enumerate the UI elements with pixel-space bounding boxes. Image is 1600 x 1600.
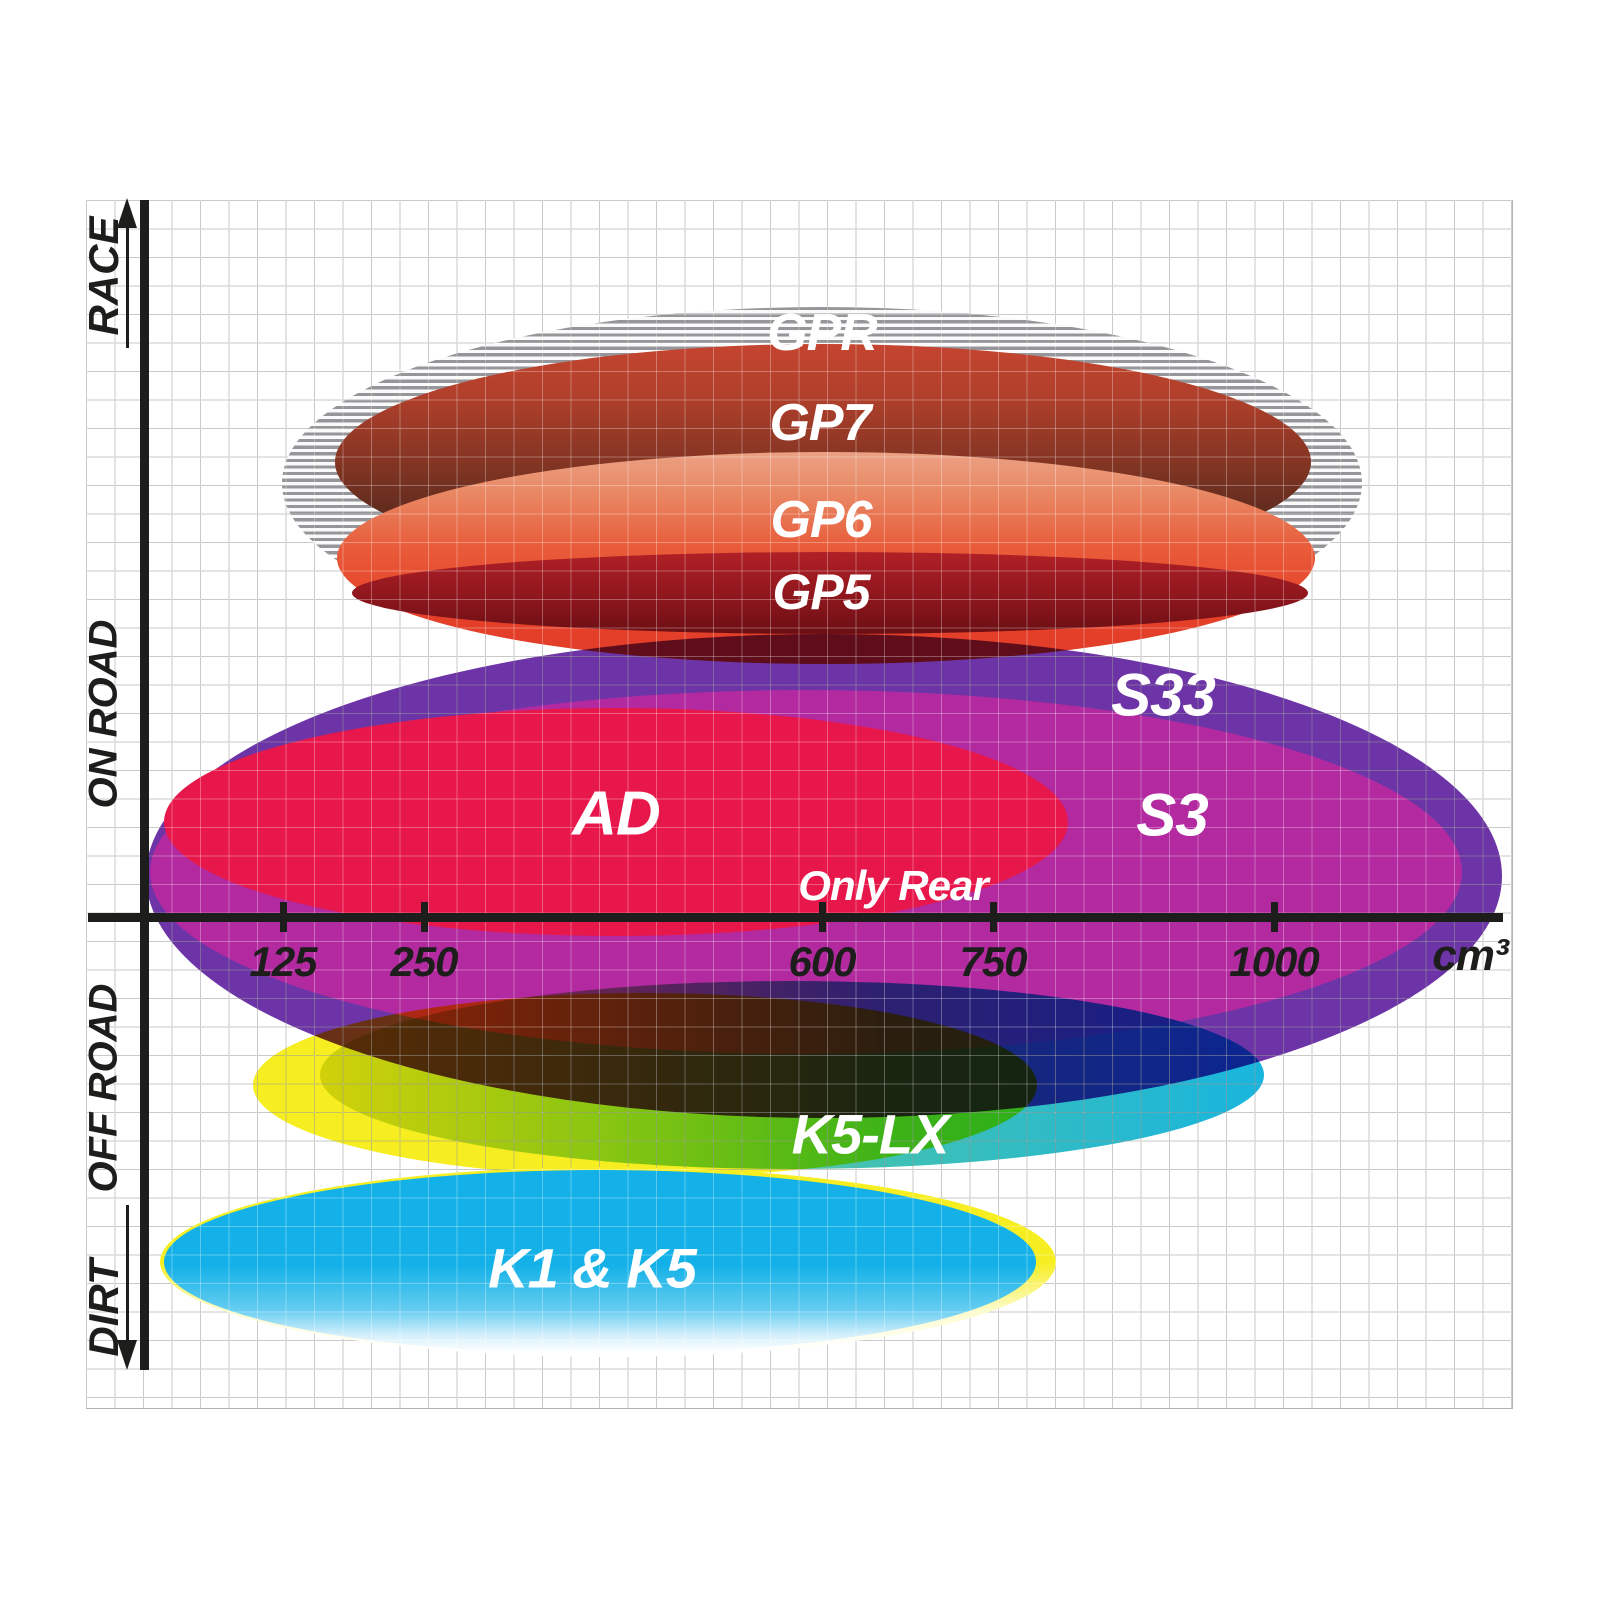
x-tick-label-750: 750 <box>959 938 1027 985</box>
region-label-ad: AD <box>572 779 661 849</box>
y-band-label-on-road: ON ROAD <box>81 619 126 809</box>
region-label-k1k5: K1 & K5 <box>488 1236 697 1300</box>
region-label-s33: S33 <box>1111 661 1216 729</box>
region-label-gp6: GP6 <box>770 491 872 549</box>
y-band-label-off-road: OFF ROAD <box>81 983 126 1193</box>
y-axis-line <box>140 200 149 1370</box>
region-label-gpr: GPR <box>767 304 878 362</box>
region-label-k5lx: K5-LX <box>791 1102 950 1166</box>
x-tick-125 <box>280 902 287 932</box>
x-axis-unit-label: cm³ <box>1432 931 1508 980</box>
region-note-only-rear: Only Rear <box>798 862 988 909</box>
x-tick-label-250: 250 <box>390 938 458 985</box>
x-tick-1000 <box>1271 902 1278 932</box>
x-axis-line <box>88 913 1503 922</box>
x-tick-label-125: 125 <box>249 938 317 985</box>
x-tick-750 <box>990 902 997 932</box>
x-tick-label-600: 600 <box>788 938 856 985</box>
region-label-gp5: GP5 <box>772 564 870 620</box>
region-label-gp7: GP7 <box>769 394 871 452</box>
region-label-s3: S3 <box>1136 781 1208 849</box>
x-tick-250 <box>421 902 428 932</box>
x-tick-label-1000: 1000 <box>1229 938 1319 985</box>
y-band-label-dirt: DIRT <box>80 1259 127 1357</box>
y-band-label-race: RACE <box>80 216 127 336</box>
